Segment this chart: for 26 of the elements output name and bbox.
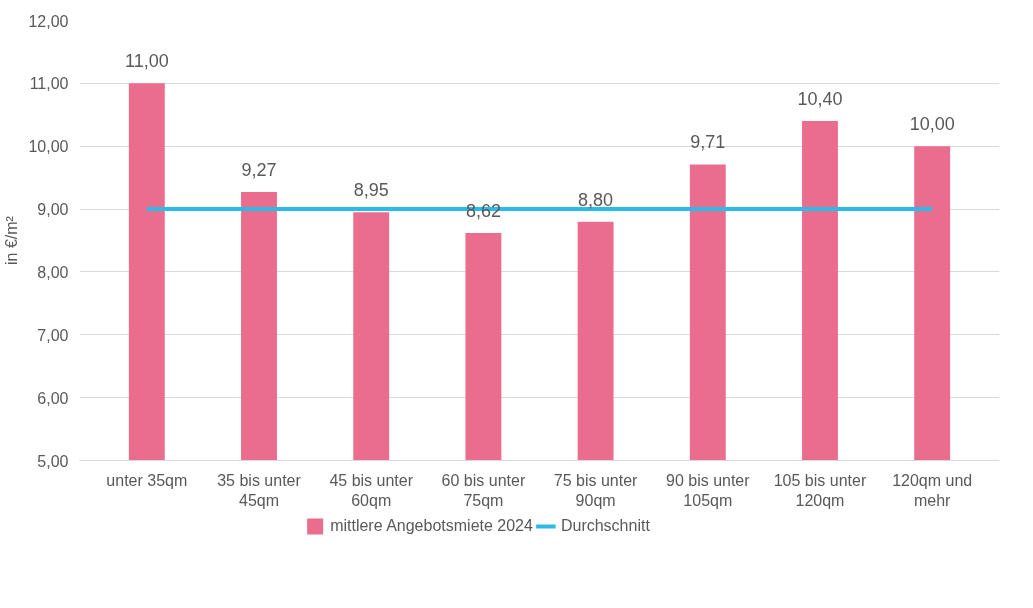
y-axis-title: in €/m² [3, 215, 21, 265]
x-tick-label: 45 bis unter 60qm [329, 471, 414, 509]
x-tick-label: 35 bis unter 45qm [217, 471, 302, 509]
y-tick-label: 9,00 [37, 201, 69, 219]
y-tick-label: 12,00 [28, 12, 69, 30]
x-tick-label: 60 bis unter 75qm [441, 471, 526, 509]
data-label: 9,27 [241, 160, 277, 181]
y-tick-label: 8,00 [37, 263, 69, 281]
x-tick-label: 105 bis unter 120qm [773, 471, 867, 509]
legend-label: mittlere Angebotsmiete 2024 [330, 517, 533, 535]
data-label: 8,80 [578, 189, 614, 210]
data-label: 8,95 [353, 180, 389, 201]
y-tick-label: 6,00 [37, 389, 69, 407]
y-tick-label: 10,00 [28, 138, 69, 156]
x-tick-label: 75 bis unter 90qm [553, 471, 639, 509]
data-label: 11,00 [124, 51, 169, 72]
x-tick-label: unter 35qm [106, 471, 188, 489]
y-tick-label: 11,00 [29, 75, 69, 93]
legend-label: Durchschnitt [560, 517, 650, 535]
y-tick-label: 7,00 [37, 326, 69, 344]
y-tick-label: 5,00 [37, 452, 69, 470]
data-label: 10,00 [909, 114, 955, 135]
x-tick-label: 90 bis unter 105qm [665, 471, 751, 509]
data-label: 9,71 [690, 132, 726, 153]
data-label: 10,40 [797, 89, 843, 110]
x-tick-label: 120qm und mehr [892, 471, 973, 509]
